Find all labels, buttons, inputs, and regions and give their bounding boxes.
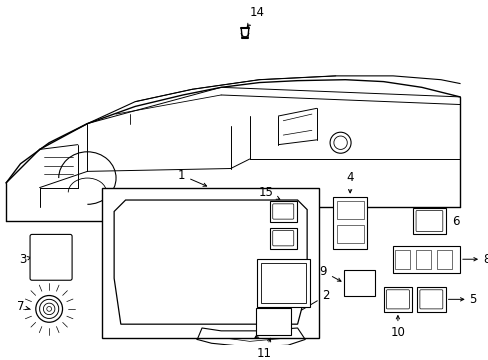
- Bar: [336, 225, 363, 243]
- Bar: [344, 270, 374, 297]
- Text: 7: 7: [17, 301, 30, 314]
- Text: 2: 2: [255, 289, 329, 337]
- Bar: [383, 287, 411, 312]
- Bar: [415, 250, 430, 269]
- Text: 15: 15: [258, 186, 279, 199]
- Bar: [269, 201, 296, 222]
- Polygon shape: [114, 200, 306, 324]
- Text: 8: 8: [482, 253, 488, 266]
- Text: 6: 6: [451, 215, 459, 228]
- Bar: [269, 228, 296, 249]
- Bar: [256, 308, 290, 335]
- Bar: [102, 188, 318, 338]
- Bar: [260, 263, 305, 303]
- Bar: [257, 259, 309, 307]
- Text: 5: 5: [468, 293, 476, 306]
- Bar: [394, 250, 409, 269]
- Text: 11: 11: [256, 338, 271, 360]
- Text: 14: 14: [247, 6, 264, 27]
- Bar: [392, 246, 459, 273]
- Text: 13: 13: [239, 237, 265, 249]
- Bar: [412, 208, 445, 234]
- Bar: [416, 287, 445, 312]
- Text: 4: 4: [346, 171, 353, 193]
- Text: 3: 3: [19, 253, 32, 266]
- Text: 12: 12: [265, 310, 281, 331]
- Bar: [332, 197, 366, 249]
- Bar: [436, 250, 451, 269]
- Text: 9: 9: [319, 265, 340, 281]
- Text: 1: 1: [177, 169, 206, 186]
- FancyBboxPatch shape: [30, 234, 72, 280]
- Text: 10: 10: [390, 316, 405, 339]
- Bar: [336, 201, 363, 219]
